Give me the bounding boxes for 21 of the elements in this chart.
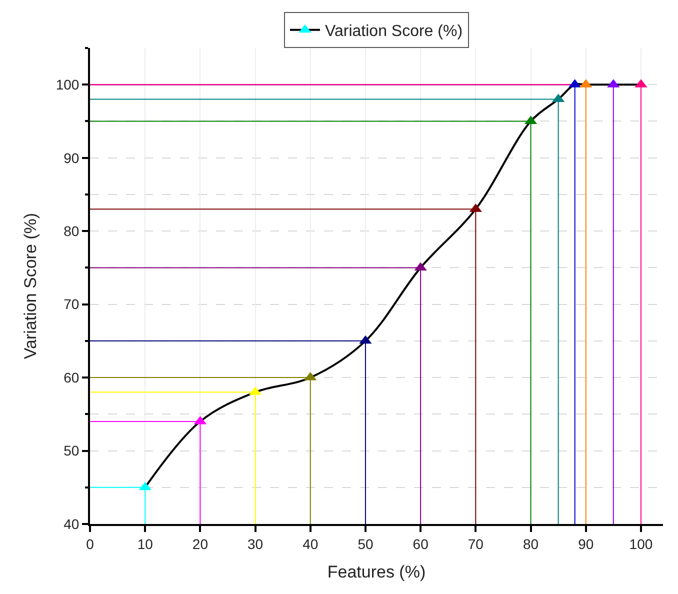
x-tick-label: 60 xyxy=(412,536,429,552)
y-tick-label: 80 xyxy=(64,222,80,239)
legend-label: Variation Score (%) xyxy=(325,23,463,40)
y-axis-title: Variation Score (%) xyxy=(20,212,40,360)
y-tick-label: 100 xyxy=(56,76,80,93)
y-tick-label: 70 xyxy=(64,296,80,312)
x-tick-label: 70 xyxy=(468,536,484,552)
x-tick-label: 40 xyxy=(302,536,318,552)
x-tick-label: 100 xyxy=(629,536,653,552)
x-tick-label: 50 xyxy=(358,536,374,552)
y-tick-label: 40 xyxy=(64,516,80,532)
x-tick-label: 90 xyxy=(578,536,594,552)
y-tick-label: 90 xyxy=(64,150,80,166)
x-tick-label: 80 xyxy=(522,536,539,552)
x-tick-label: 30 xyxy=(248,536,264,552)
y-tick-label: 50 xyxy=(64,442,80,459)
y-tick-label: 60 xyxy=(64,369,80,386)
x-axis-title: Features (%) xyxy=(327,562,426,582)
x-tick-label: 10 xyxy=(137,536,154,552)
x-tick-label: 20 xyxy=(192,536,208,552)
x-tick-label: 0 xyxy=(86,536,94,552)
